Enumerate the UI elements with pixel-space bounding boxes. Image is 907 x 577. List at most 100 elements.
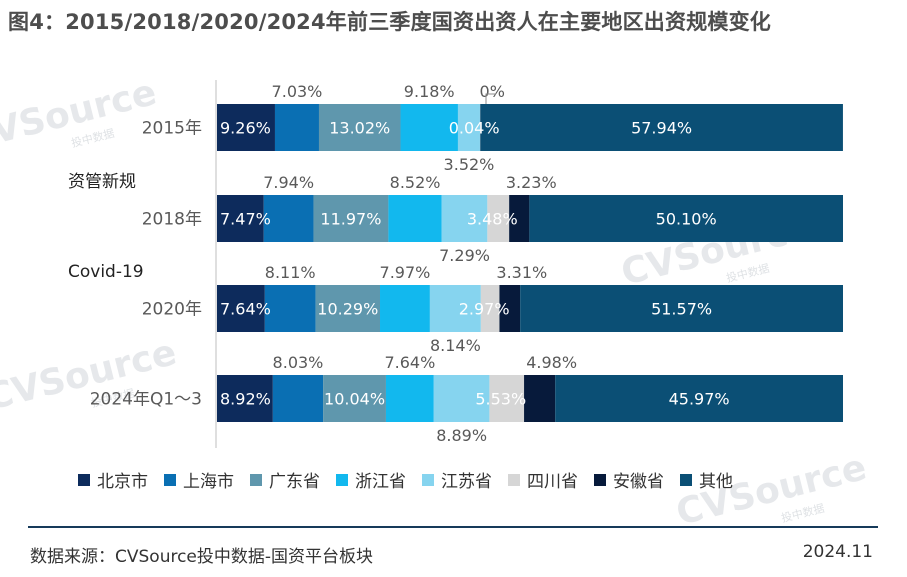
category-label: 2024年Q1～3 (90, 390, 202, 410)
bar-segment (489, 375, 525, 422)
legend-swatch (422, 473, 434, 486)
data-label: 50.10% (656, 210, 717, 229)
bar-segment (429, 285, 481, 332)
legend-swatch (680, 473, 692, 486)
bar-segment (217, 375, 273, 422)
category-note: Covid-19 (68, 262, 144, 282)
legend-label: 浙江省 (355, 472, 406, 492)
source-note: 数据来源：CVSource投中数据-国资平台板块 (30, 547, 374, 567)
legend-label: 其他 (699, 472, 733, 492)
data-label: 7.97% (380, 263, 431, 282)
legend-label: 北京市 (97, 472, 148, 492)
legend-item: 其他 (680, 467, 733, 492)
data-label: 3.48% (467, 210, 518, 229)
data-label: 3.23% (506, 173, 557, 192)
bar-segment (433, 375, 490, 422)
bar-segment (457, 104, 480, 151)
data-label: 57.94% (631, 119, 692, 138)
data-label: 7.29% (439, 246, 490, 265)
bar-segment (217, 195, 264, 242)
bar-segment (272, 375, 324, 422)
legend-swatch (250, 473, 262, 486)
bar-segment (264, 285, 316, 332)
legend-label: 安徽省 (613, 472, 664, 492)
legend-swatch (164, 473, 176, 486)
data-labels: 9.26%7.03% 13.02% 9.18% 3.52% 0.04% 0% 57.94% 7… (220, 82, 730, 445)
data-label: 10.29% (317, 300, 378, 319)
bar-segment (529, 195, 843, 242)
legend-item: 北京市 (78, 467, 148, 492)
bar-segment (315, 285, 381, 332)
data-label: 0% (480, 82, 505, 101)
watermark: CVSource投中数据 (672, 447, 870, 534)
bar-segment (487, 195, 510, 242)
data-label: 51.57% (651, 300, 712, 319)
data-label: 2.97% (459, 300, 510, 319)
legend-label: 江苏省 (441, 472, 492, 492)
bar-segment (318, 104, 401, 151)
data-label: 5.53% (475, 390, 526, 409)
data-label: 8.89% (436, 426, 487, 445)
legend-label: 上海市 (183, 472, 234, 492)
data-label: 10.04% (324, 390, 385, 409)
legend-swatch (78, 473, 90, 486)
watermark: CVSource投中数据 (0, 332, 181, 419)
bar-segment (499, 285, 521, 332)
legend-item: 广东省 (250, 467, 320, 492)
leader-line (485, 93, 496, 104)
bar-segment (263, 195, 314, 242)
bar-segment (313, 195, 389, 242)
bar-segments (217, 104, 843, 422)
bar-segment (509, 195, 530, 242)
data-label: 4.98% (526, 353, 577, 372)
bar-segment (520, 285, 843, 332)
category-label: 2020年 (142, 300, 202, 320)
data-label: 45.97% (669, 390, 730, 409)
category-label: 2015年 (142, 119, 202, 139)
legend-item: 浙江省 (336, 467, 406, 492)
data-label: 9.18% (404, 82, 455, 101)
data-label: 7.64% (384, 353, 435, 372)
category-label: 2018年 (142, 210, 202, 230)
legend-item: 上海市 (164, 467, 234, 492)
legend-swatch (594, 473, 606, 486)
legend: 北京市 上海市 广东省 浙江省 江苏省 四川省 安徽省 其他 (78, 467, 733, 492)
chart-title: 图4：2015/2018/2020/2024年前三季度国资出资人在主要地区出资规… (8, 10, 772, 34)
data-label: 7.94% (263, 173, 314, 192)
bar-segment (323, 375, 386, 422)
watermark: CVSource投中数据 (0, 72, 161, 159)
data-label: 3.52% (444, 155, 495, 174)
bar-segment (217, 285, 265, 332)
data-label: 8.11% (265, 263, 316, 282)
bar-segment (524, 375, 556, 422)
footer-divider (28, 526, 878, 528)
category-note: 资管新规 (68, 172, 136, 192)
data-label: 9.26% (220, 119, 271, 138)
data-label: 7.64% (220, 300, 271, 319)
data-label: 8.92% (220, 390, 271, 409)
data-label: 3.31% (496, 263, 547, 282)
bar-segment (441, 195, 488, 242)
bar-segment (480, 285, 500, 332)
bar-segment (217, 104, 275, 151)
bar-segment (380, 285, 430, 332)
bar-segment (388, 195, 442, 242)
legend-item: 安徽省 (594, 467, 664, 492)
legend-swatch (336, 473, 348, 486)
data-label: 8.52% (390, 173, 441, 192)
bar-segment (400, 104, 458, 151)
bar-segment (480, 104, 843, 151)
bar-segment (274, 104, 319, 151)
data-label: 13.02% (329, 119, 390, 138)
data-label: 11.97% (320, 210, 381, 229)
bar-segment (555, 375, 843, 422)
data-label: 7.47% (220, 210, 271, 229)
legend-item: 四川省 (508, 467, 578, 492)
data-label: 7.03% (272, 82, 323, 101)
data-label: 8.14% (430, 336, 481, 355)
bar-segment (385, 375, 434, 422)
data-label: 8.03% (273, 353, 324, 372)
report-date: 2024.11 (802, 542, 873, 562)
